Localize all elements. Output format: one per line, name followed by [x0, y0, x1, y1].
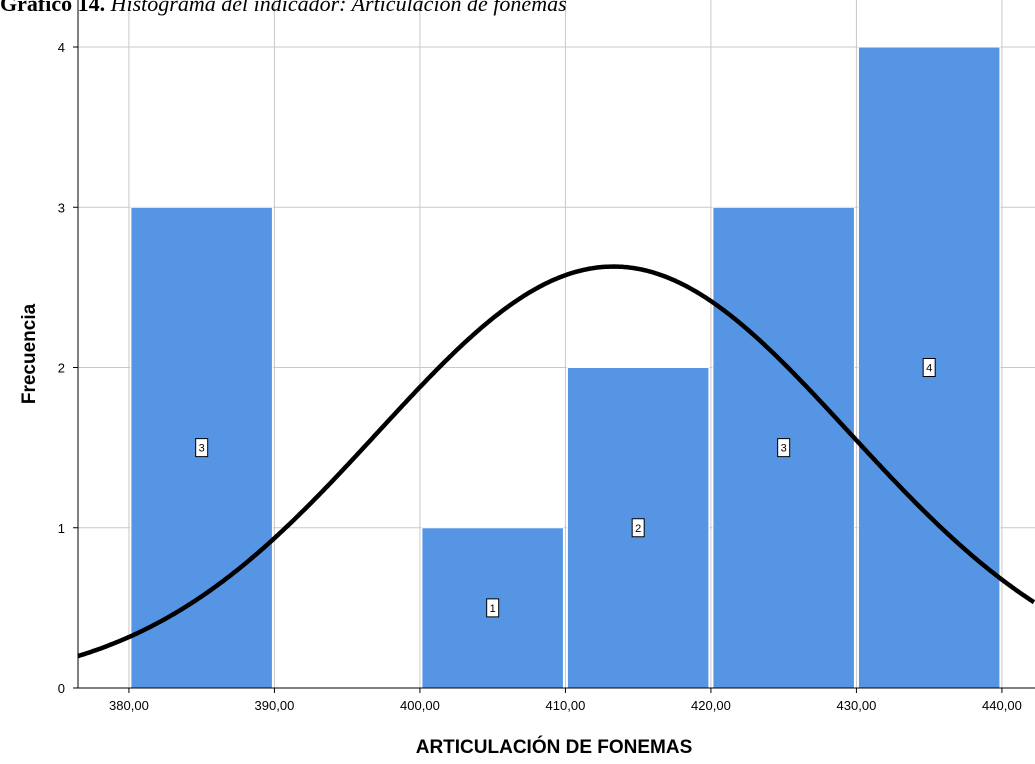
x-tick-label: 400,00 — [400, 698, 440, 713]
y-tick-label: 2 — [58, 361, 65, 376]
y-tick-label: 4 — [58, 40, 65, 55]
data-label-box — [631, 518, 645, 538]
x-axis-title: ARTICULACIÓN DE FONEMAS — [416, 736, 693, 758]
x-tick-label: 380,00 — [109, 698, 149, 713]
y-tick-label: 3 — [58, 200, 65, 215]
x-tick-label: 440,00 — [982, 698, 1022, 713]
caption-number: Gráfico 14. — [0, 0, 106, 16]
data-labels: 3 1 2 3 4 — [195, 358, 936, 618]
axes: 0 1 2 3 4 380,00 390,00 400,00 410,00 420,00 430,0… — [58, 0, 1035, 713]
x-tick-label: 390,00 — [255, 698, 295, 713]
data-label-box — [195, 438, 209, 458]
x-tick-label: 430,00 — [837, 698, 877, 713]
y-tick-label: 1 — [58, 521, 65, 536]
data-label-box — [777, 438, 791, 458]
data-label-box — [486, 598, 500, 618]
caption-title: Histograma del indicador: Articulación d… — [105, 0, 567, 16]
y-tick-label: 0 — [58, 681, 65, 696]
normal-curve-layer — [77, 264, 1035, 659]
data-label-box — [922, 358, 936, 377]
figure-caption: Gráfico 14. Histograma del indicador: Ar… — [0, 0, 567, 17]
x-tick-label: 420,00 — [691, 698, 731, 713]
data-label: 2 — [635, 523, 641, 535]
data-label: 4 — [926, 363, 932, 375]
x-tick-label: 410,00 — [546, 698, 586, 713]
normal-curve — [77, 264, 1035, 659]
y-axis-title: Frecuencia — [19, 303, 40, 404]
data-label: 3 — [781, 443, 787, 455]
data-label: 3 — [199, 443, 205, 455]
data-label: 1 — [490, 603, 496, 615]
